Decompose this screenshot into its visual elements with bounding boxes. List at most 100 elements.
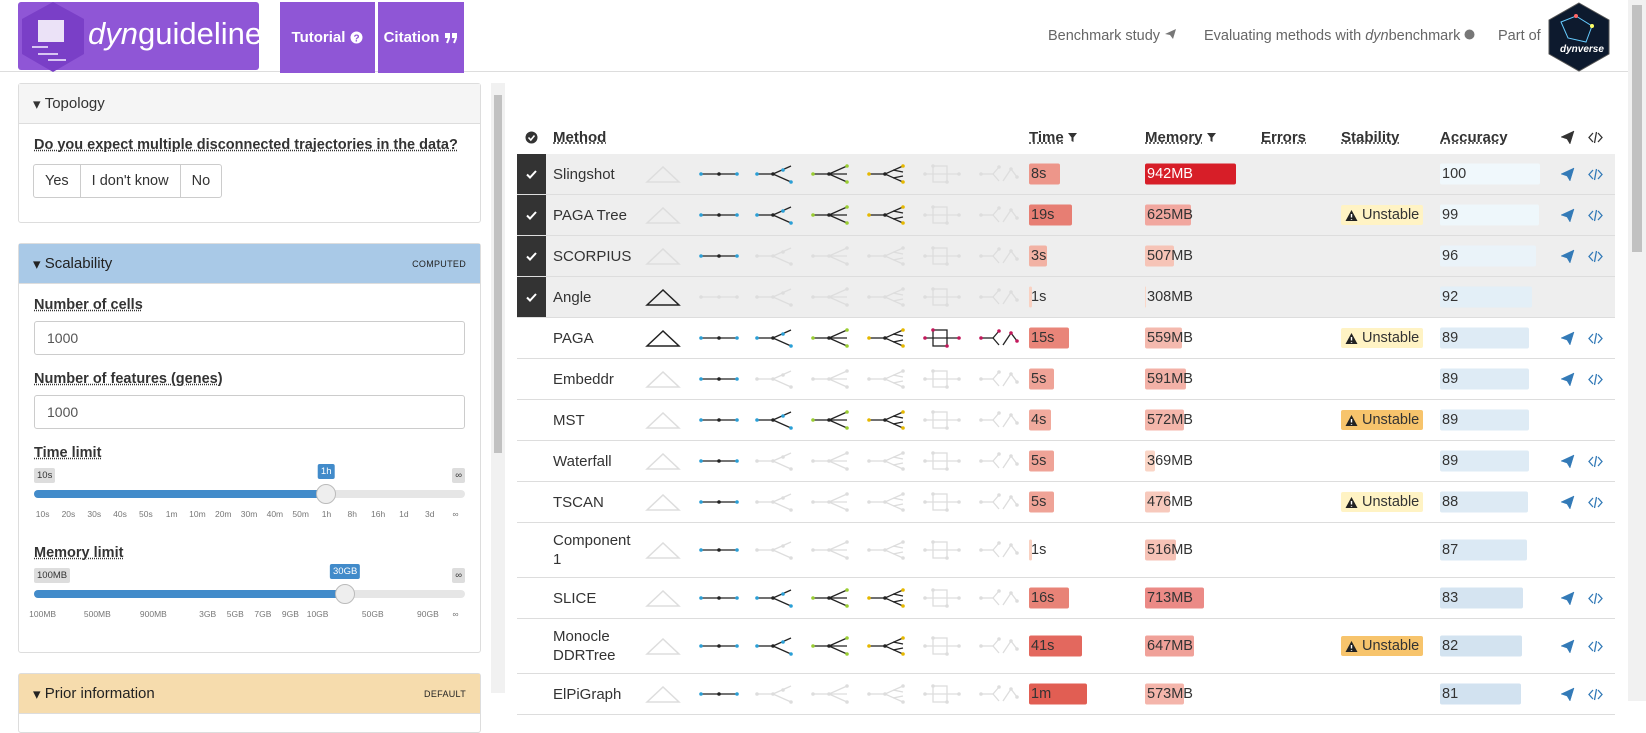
table-row[interactable]: SLICE 16s 713MB 83 [517,578,1615,619]
accuracy-cell: 81 [1440,674,1553,714]
time-cell: 1s [1029,523,1145,577]
method-cell: SLICE [553,581,637,616]
topology-icon [923,205,961,225]
method-cell: ElPiGraph [553,677,637,712]
select-cell [517,359,546,399]
table-row[interactable]: PAGA Tree 19s 625MB Unstable 99 [517,195,1615,236]
scrollbar[interactable] [1628,0,1646,701]
column-header[interactable]: Errors [1261,128,1307,146]
select-cell [517,482,546,522]
topology-icon [755,247,793,266]
slider-handle[interactable] [335,584,356,604]
slider-value: 1h [317,464,335,479]
column-header[interactable]: Memory [1145,128,1203,146]
memory-bar [1145,587,1204,609]
topology-icon [645,329,681,347]
nav-button[interactable]: Tutorial? [280,2,375,73]
table-row[interactable]: PAGA 15s 559MB Unstable 89 [517,318,1615,359]
memory-value: 507MB [1147,248,1193,264]
option-button[interactable]: No [179,164,223,198]
tick-label: 16h [371,509,386,519]
scroll-thumb[interactable] [494,95,502,453]
time-bar [1029,163,1061,185]
table-body: Slingshot 8s 942MB 100 PAGA Tree 19s 625MB Unst… [517,154,1615,715]
time-value: 1s [1031,542,1047,558]
time-cell: 15s [1029,318,1145,358]
time-cell: 19s [1029,195,1145,235]
method-cell: Monocle DDRTree [553,619,637,673]
tick-label: 500MB [83,609,111,619]
column-header[interactable]: Stability [1341,128,1400,146]
slider[interactable]: Time limit 10s ∞ 1h 10s 20s 30s 40s 50s 1m 10m 20m 3… [34,445,465,535]
input[interactable]: 1000 [34,395,465,429]
topology-icon [867,684,905,704]
topology-icon [699,377,739,381]
logo-text: dyn [88,16,138,51]
table-row[interactable]: Monocle DDRTree 41s 647MB Unstable 82 [517,619,1615,674]
link[interactable]: Benchmark study [1048,28,1177,44]
stability-text: Unstable [1362,207,1420,223]
stability-text: Unstable [1362,330,1420,346]
tick-label: 3GB [199,609,217,619]
select-cell [517,400,546,440]
nav-label: Tutorial [291,29,346,46]
input[interactable]: 1000 [34,321,465,355]
column-header[interactable]: Time [1029,128,1064,146]
stability-badge: Unstable [1341,205,1424,225]
logo-text: dynverse [1560,44,1604,55]
column-header[interactable]: Accuracy [1440,128,1508,146]
topology-cell [637,489,1029,515]
topology-icon [979,370,1019,387]
topology-icon [699,418,739,422]
send-icon [1559,249,1574,264]
table-row[interactable]: Waterfall 5s 369MB 89 [517,441,1615,482]
topology-icon [699,213,739,217]
dynverse-logo[interactable]: dynverse [1546,2,1612,72]
table-row[interactable]: MST 4s 572MB Unstable 89 [517,400,1615,441]
topology-icon [867,369,905,389]
topology-icon [755,411,793,430]
method-name: Waterfall [553,452,612,470]
scrollbar[interactable] [491,83,505,693]
code-cell [1581,687,1609,702]
time-value: 4s [1031,412,1047,428]
logo[interactable]: dynguidelines [18,2,278,72]
table-row[interactable]: Angle 1s 308MB 92 [517,277,1615,318]
slider[interactable]: Memory limit 100MB ∞ 30GB 100MB 500MB 900MB 3GB… [29,545,465,635]
topology-icon [699,692,739,696]
part-of: Part of [1498,28,1541,44]
link[interactable]: Evaluating methods with dynbenchmark [1204,28,1475,44]
send-cell [1553,208,1581,223]
tick-label: 8h [347,509,358,519]
table-row[interactable]: Slingshot 8s 942MB 100 [517,154,1615,195]
scroll-thumb[interactable] [1632,5,1642,252]
accuracy-bar [1440,587,1523,609]
field-label: Number of features (genes) [34,371,223,387]
accuracy-bar [1440,450,1529,472]
slider-handle[interactable] [316,484,337,504]
table-row[interactable]: SCORPIUS 3s 507MB 96 [517,236,1615,277]
table-row[interactable]: ElPiGraph 1m 573MB 81 [517,674,1615,715]
nav-button[interactable]: Citation [378,2,464,73]
svg-text:?: ? [354,34,360,45]
topology-cell [637,284,1029,310]
column-header[interactable]: Method [553,128,607,146]
topology-icon [979,685,1019,702]
card-header[interactable]: ▾ Prior information DEFAULT [19,674,480,714]
option-button[interactable]: Yes [33,164,81,198]
time-cell: 5s [1029,482,1145,522]
select-cell [517,277,546,317]
time-value: 5s [1031,453,1047,469]
logo-hex [1548,2,1610,72]
card-header[interactable]: ▾ Scalability COMPUTED [19,244,480,284]
card-header[interactable]: ▾ Topology [19,84,480,124]
slider-fill [34,590,346,598]
slider-min: 10s [34,468,56,483]
memory-bar [1145,491,1170,513]
option-button[interactable]: I don't know [79,164,181,198]
send-icon [1559,454,1574,469]
table-row[interactable]: Embeddr 5s 591MB 89 [517,359,1615,400]
table-row[interactable]: TSCAN 5s 476MB Unstable 88 [517,482,1615,523]
send-cell [1553,639,1581,654]
table-row[interactable]: Component 1 1s 516MB 87 [517,523,1615,578]
